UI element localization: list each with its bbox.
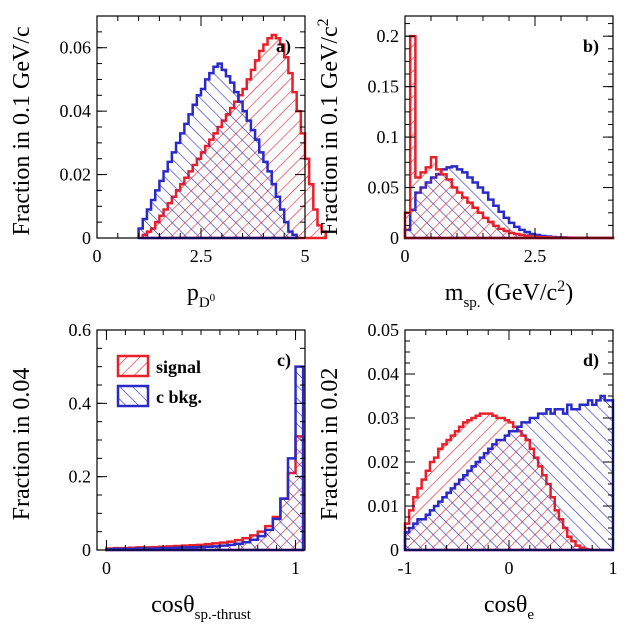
histogram-bkg-d — [403, 394, 615, 552]
legend: signal c bkg. — [116, 354, 202, 408]
x-axis-title-part: sp. — [463, 295, 480, 311]
legend-label-bkg: c bkg. — [156, 387, 202, 407]
histogram-signal-b — [403, 34, 615, 240]
y-tick-label: 0.05 — [368, 178, 400, 198]
y-tick-label: 0 — [390, 540, 399, 560]
x-tick-label: 2.5 — [190, 246, 213, 266]
panel-label: a) — [276, 36, 291, 57]
x-axis-title-part: cosθ — [151, 592, 195, 618]
y-axis-title: Fraction in 0.1 GeV/c — [9, 26, 35, 235]
y-axis-title: Fraction in 0.1 GeV/c2 — [315, 18, 343, 235]
y-tick-label: 0 — [82, 228, 91, 248]
panel-label: b) — [583, 36, 599, 57]
x-tick-label: 5 — [301, 246, 310, 266]
x-tick-label: 0 — [505, 558, 514, 578]
y-tick-label: 0.02 — [368, 452, 400, 472]
x-tick-label: 0 — [401, 246, 410, 266]
x-axis-title-part: ) — [565, 280, 573, 306]
y-tick-label: 0 — [82, 540, 91, 560]
panel-d: -1 0 100.010.020.030.040.05d)Fraction in 0… — [317, 320, 618, 623]
x-tick-label: 2.5 — [524, 246, 547, 266]
x-axis-title-part: cosθ — [484, 592, 528, 618]
x-axis-title-part: sp.-thrust — [195, 607, 252, 623]
x-axis-title-part: 2 — [557, 278, 565, 295]
x-axis-title: cosθe — [484, 592, 535, 623]
y-tick-label: 0.4 — [69, 393, 92, 413]
x-axis-title-part: (GeV/c — [481, 280, 558, 306]
y-axis-title-text: Fraction in 0.02 — [317, 368, 343, 521]
y-tick-label: 0.04 — [368, 364, 400, 384]
legend-swatch-bkg — [116, 384, 150, 408]
y-axis-title-text: Fraction in 0.1 GeV/c — [317, 26, 343, 235]
y-tick-label: 0.6 — [69, 320, 92, 340]
x-tick-label: 0 — [102, 558, 111, 578]
x-axis-title-part: e — [527, 607, 534, 623]
x-axis-title: cosθsp.-thrust — [151, 592, 252, 623]
x-axis-title: pD0 — [187, 280, 216, 311]
x-tick-label: 1 — [609, 558, 618, 578]
x-axis-title-part: m — [445, 280, 464, 306]
panel-b: 0 2.5 0 0.05 0.1 0.15 0.2 b) Fraction in 0.1 GeV… — [315, 15, 615, 311]
y-tick-label: 0.02 — [60, 165, 92, 185]
x-axis-title-part: D — [199, 295, 210, 311]
y-tick-label: 0.05 — [368, 320, 400, 340]
y-tick-label: 0.1 — [377, 127, 400, 147]
y-tick-label: 0.03 — [368, 408, 400, 428]
panel-a: 0 2.5 5 0 0.02 0.04 0.06 a) Fraction in 0.1 GeV/… — [9, 15, 328, 311]
x-tick-label: 0 — [93, 246, 102, 266]
y-axis-title-text: Fraction in 0.04 — [9, 368, 35, 521]
x-axis-title-part: p — [187, 280, 199, 306]
panel-c: 0 1 0 0.2 0.4 0.6 c) Fraction in 0.04 cosθsp.-th… — [9, 320, 306, 623]
y-tick-label: 0.2 — [377, 26, 400, 46]
y-axis-title: Fraction in 0.02 — [317, 368, 343, 521]
y-axis-title-sup: 2 — [315, 18, 332, 26]
y-tick-label: 0.01 — [368, 496, 400, 516]
y-tick-label: 0.2 — [69, 467, 92, 487]
y-tick-label: 0.06 — [60, 38, 92, 58]
y-axis-title-text: Fraction in 0.1 GeV/c — [9, 26, 35, 235]
x-tick-label: 1 — [291, 558, 300, 578]
panel-label: d) — [583, 350, 599, 371]
y-axis-title: Fraction in 0.04 — [9, 368, 35, 521]
x-axis-title: msp. (GeV/c2) — [445, 278, 573, 311]
y-tick-label: 0 — [390, 228, 399, 248]
x-axis-title-part: 0 — [210, 292, 216, 304]
x-tick-label: -1 — [398, 558, 413, 578]
y-tick-label: 0.15 — [368, 77, 400, 97]
y-tick-label: 0.04 — [60, 101, 92, 121]
panel-label: c) — [277, 350, 291, 371]
legend-swatch-signal — [116, 354, 150, 378]
legend-label-signal: signal — [156, 357, 201, 377]
histogram-bkg-a — [137, 62, 298, 240]
